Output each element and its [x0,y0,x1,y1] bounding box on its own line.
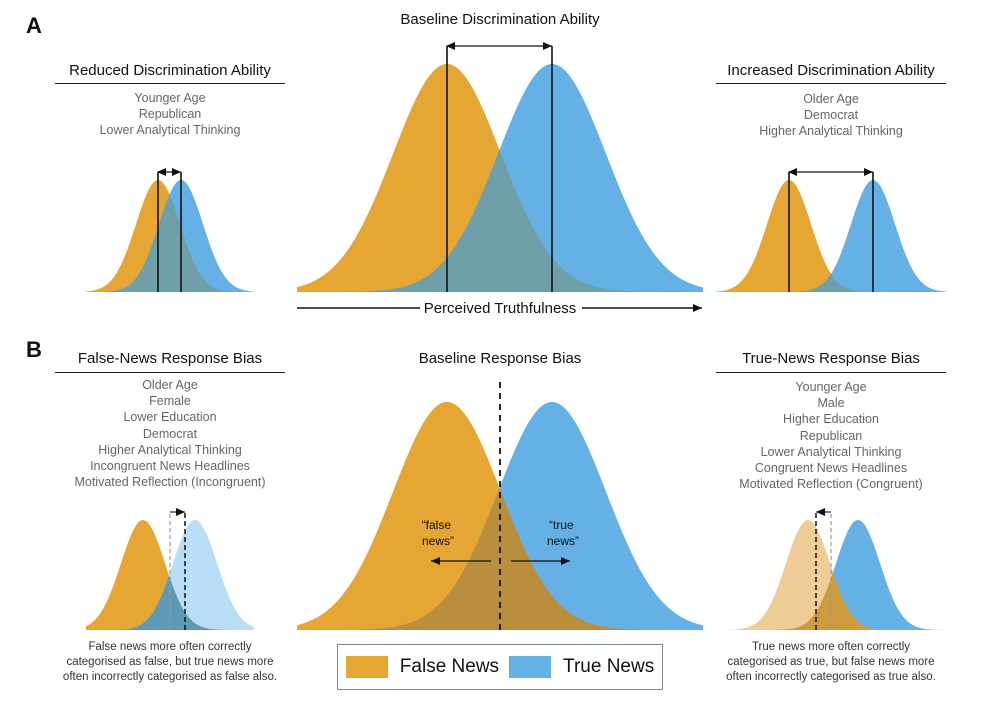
panel-letter-a: A [26,13,42,38]
factor: Republican [138,107,202,122]
panel-letter-b: B [26,337,42,362]
baseline-discrimination-overlap [297,151,703,292]
factor: Democrat [142,426,198,441]
false-news-bias-true-curve [86,520,254,630]
baseline-response-bias-heading: Baseline Response Bias [418,350,582,367]
true-news-response-label: “true news” [547,518,579,548]
legend-false-news-label: False News [399,656,500,677]
false-news-bias-caption: False news more often correctly categori… [40,640,300,685]
factor: Younger Age [134,91,206,105]
increased-discrimination-heading: Increased Discrimination Ability [727,62,935,79]
factor: Lower Analytical Thinking [99,123,241,138]
caption-line: categorised as false, but true news more [66,656,274,668]
label-line: “false [422,518,452,532]
false-news-bias-false-curve [86,520,254,630]
false-news-bias-factors: Older Age Female Lower Education Democra… [50,377,290,490]
true-news-bias-factors: Younger Age Male Higher Education Republ… [711,379,951,492]
caption-line: categorised as true, but false news more [727,656,935,668]
true-news-bias-heading: True-News Response Bias [742,350,920,367]
increased-discrimination-true-curve [716,180,947,292]
true-news-bias-caption: True news more often correctly categoris… [701,640,961,685]
true-news-swatch [509,656,552,678]
factor: Lower Education [123,410,217,425]
increased-discrimination-factors: Older Age Democrat Higher Analytical Thi… [716,91,946,140]
factor: Lower Analytical Thinking [760,444,902,459]
increased-discrimination-rule [716,83,946,84]
factor: Higher Analytical Thinking [759,124,903,139]
reduced-discrimination-overlap [86,195,254,292]
increased-discrimination-overlap [716,273,947,292]
increased-discrimination-false-curve [716,180,947,292]
caption-line: often incorrectly categorised as false a… [62,671,278,683]
factor: Incongruent News Headlines [90,459,250,474]
factor: Higher Education [783,412,879,427]
false-news-swatch [345,656,388,678]
false-news-bias-heading: False-News Response Bias [77,350,263,367]
factor: Motivated Reflection (Incongruent) [74,475,266,490]
label-line: news” [422,534,454,548]
legend-true-news: True News [509,656,654,678]
true-news-bias-false-curve [716,520,947,630]
true-news-bias-true-curve [716,520,947,630]
factor: Younger Age [795,380,867,394]
false-news-bias-overlap [86,575,254,630]
factor: Older Age [142,378,198,392]
baseline-discrimination-heading: Baseline Discrimination Ability [400,11,600,28]
label-line: news” [547,534,579,548]
factor: Older Age [803,92,859,106]
caption-line: often incorrectly categorised as true al… [726,671,936,683]
reduced-discrimination-rule [55,83,285,84]
reduced-discrimination-heading: Reduced Discrimination Ability [69,62,271,79]
legend: False News True News [337,644,663,690]
caption-line: False news more often correctly [88,641,252,653]
factor: Congruent News Headlines [754,461,908,476]
truthfulness-axis-label: Perceived Truthfulness [424,300,577,317]
factor: Motivated Reflection (Congruent) [739,477,923,492]
factor: Female [149,394,191,409]
factor: Democrat [803,108,859,123]
true-news-bias-rule [716,372,946,373]
factor: Higher Analytical Thinking [98,442,242,457]
false-news-bias-rule [55,372,285,373]
reduced-discrimination-factors: Younger Age Republican Lower Analytical … [55,90,285,139]
factor: Male [817,396,845,411]
label-line: “true [549,518,574,532]
caption-line: True news more often correctly [751,641,911,653]
legend-true-news-label: True News [563,656,655,677]
legend-false-news: False News [345,656,500,678]
false-news-response-label: “false news” [422,518,455,548]
factor: Republican [799,428,863,443]
